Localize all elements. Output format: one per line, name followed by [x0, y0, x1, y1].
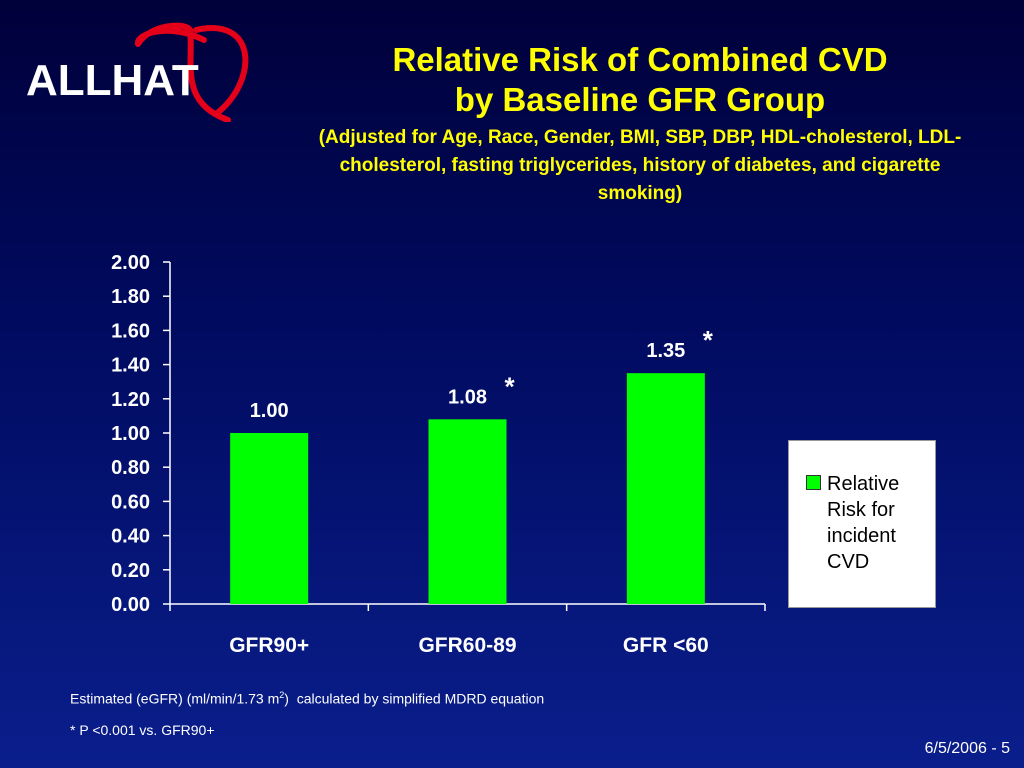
bar [626, 373, 705, 604]
y-tick-label: 1.60 [111, 320, 150, 342]
footnote-egfr-sup: 2 [279, 690, 285, 700]
chart-legend: Relative Risk for incident CVD [788, 440, 936, 608]
significance-marker: * [504, 371, 515, 401]
bar [428, 419, 507, 604]
footnote-egfr-post: ) calculated by simplified MDRD equation [284, 690, 545, 707]
y-tick-label: 1.00 [111, 423, 150, 445]
data-label: 1.35 [646, 340, 685, 362]
y-tick-label: 0.40 [111, 526, 150, 548]
y-tick-label: 0.20 [111, 560, 150, 582]
title-line-1: Relative Risk of Combined CVD [392, 41, 888, 78]
significance-marker: * [703, 325, 714, 355]
title-line-2: by Baseline GFR Group [454, 81, 826, 118]
logo-text: ALLHAT [26, 56, 199, 105]
allhat-logo: ALLHAT [18, 22, 258, 122]
legend-label: Relative Risk for incident CVD [827, 473, 900, 573]
y-tick-label: 2.00 [111, 252, 150, 274]
y-tick-label: 1.40 [111, 355, 150, 377]
y-tick-label: 0.80 [111, 457, 150, 479]
y-tick-label: 0.00 [111, 594, 150, 616]
heart-outline [135, 22, 231, 122]
slide-title: Relative Risk of Combined CVD by Baselin… [300, 40, 980, 208]
slide-number: 6/5/2006 - 5 [924, 740, 1010, 757]
footnote-pvalue: * P <0.001 vs. GFR90+ [70, 722, 215, 738]
footnote-egfr: Estimated (eGFR) (ml/min/1.73 m2) calcul… [70, 690, 544, 707]
x-tick-label: GFR <60 [623, 634, 709, 657]
data-label: 1.00 [250, 400, 289, 422]
footnote-egfr-pre: Estimated (eGFR) (ml/min/1.73 m [70, 690, 280, 707]
x-tick-label: GFR60-89 [418, 634, 516, 657]
y-tick-label: 0.60 [111, 491, 150, 513]
bar [230, 433, 309, 604]
x-tick-label: GFR90+ [229, 634, 309, 657]
data-label: 1.08 [448, 386, 487, 408]
legend-swatch [806, 475, 821, 490]
heart-icon [135, 22, 249, 122]
y-tick-label: 1.80 [111, 286, 150, 308]
y-tick-label: 1.20 [111, 389, 150, 411]
subtitle: (Adjusted for Age, Race, Gender, BMI, SB… [318, 127, 962, 204]
